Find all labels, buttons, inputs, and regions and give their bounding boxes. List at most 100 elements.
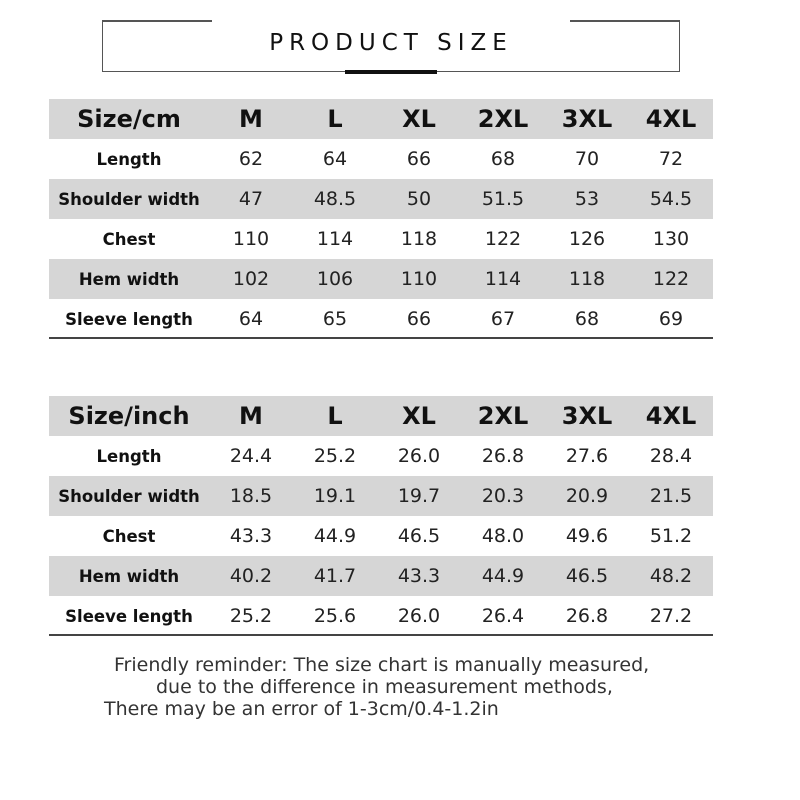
table-row: Length 24.4 25.2 26.0 26.8 27.6 28.4 <box>49 436 713 476</box>
table-cell: 43.3 <box>397 565 441 587</box>
table-cell: 106 <box>316 268 354 290</box>
header-cell: 3XL <box>561 402 613 430</box>
row-label: Chest <box>102 229 156 249</box>
table-cell: 126 <box>568 228 606 250</box>
table-cell: 48.0 <box>481 525 525 547</box>
table-row: Shoulder width 47 48.5 50 51.5 53 54.5 <box>49 179 713 219</box>
reminder-line-1: Friendly reminder: The size chart is man… <box>114 654 650 676</box>
table-cell: 64 <box>322 148 348 170</box>
table-cell: 26.8 <box>481 445 525 467</box>
table-cell: 54.5 <box>649 188 693 210</box>
table-cell: 20.3 <box>481 485 525 507</box>
header-cell: Size/inch <box>68 402 190 430</box>
table-cell: 18.5 <box>229 485 273 507</box>
table-cell: 110 <box>400 268 438 290</box>
table-cell: 70 <box>574 148 600 170</box>
table-cell: 68 <box>574 308 600 330</box>
table-cell: 118 <box>568 268 606 290</box>
table-cell: 48.2 <box>649 565 693 587</box>
table-cell: 19.7 <box>397 485 441 507</box>
row-label: Hem width <box>78 566 180 586</box>
table-cell: 72 <box>658 148 684 170</box>
table-cell: 26.0 <box>397 605 441 627</box>
table-header-row: Size/inch M L XL 2XL 3XL 4XL <box>49 396 713 436</box>
page-title: PRODUCT SIZE <box>269 30 513 56</box>
table-cell: 51.5 <box>481 188 525 210</box>
header-cell: 4XL <box>645 402 697 430</box>
row-label: Sleeve length <box>65 606 193 626</box>
table-cell: 130 <box>652 228 690 250</box>
row-label: Shoulder width <box>58 189 200 209</box>
header-cell: XL <box>402 402 436 430</box>
table-row: Chest 43.3 44.9 46.5 48.0 49.6 51.2 <box>49 516 713 556</box>
table-cell: 66 <box>406 148 432 170</box>
table-cell: 21.5 <box>649 485 693 507</box>
table-cell: 27.6 <box>565 445 609 467</box>
header-cell: 2XL <box>477 105 529 133</box>
table-row: Chest 110 114 118 122 126 130 <box>49 219 713 259</box>
table-cell: 122 <box>652 268 690 290</box>
table-cell: 65 <box>322 308 348 330</box>
table-row: Shoulder width 18.5 19.1 19.7 20.3 20.9 … <box>49 476 713 516</box>
table-cell: 25.6 <box>313 605 357 627</box>
table-cell: 26.0 <box>397 445 441 467</box>
table-bottom-rule <box>49 337 713 339</box>
table-cell: 46.5 <box>565 565 609 587</box>
table-cell: 69 <box>658 308 684 330</box>
table-row: Hem width 40.2 41.7 43.3 44.9 46.5 48.2 <box>49 556 713 596</box>
row-label: Length <box>96 446 162 466</box>
table-header-row: Size/cm M L XL 2XL 3XL 4XL <box>49 99 713 139</box>
table-cell: 114 <box>484 268 522 290</box>
row-label: Sleeve length <box>65 309 193 329</box>
header-cell: 4XL <box>645 105 697 133</box>
size-table-cm: Size/cm M L XL 2XL 3XL 4XL Length 62 64 … <box>49 99 713 339</box>
table-cell: 102 <box>232 268 270 290</box>
table-row: Length 62 64 66 68 70 72 <box>49 139 713 179</box>
title-frame-top-left <box>102 20 212 22</box>
row-label: Hem width <box>78 269 180 289</box>
table-cell: 118 <box>400 228 438 250</box>
table-cell: 44.9 <box>313 525 357 547</box>
table-cell: 51.2 <box>649 525 693 547</box>
size-table-inch: Size/inch M L XL 2XL 3XL 4XL Length 24.4… <box>49 396 713 636</box>
title-frame-top-right <box>570 20 680 22</box>
header-cell: 3XL <box>561 105 613 133</box>
header-cell: XL <box>402 105 436 133</box>
reminder-line-3: There may be an error of 1-3cm/0.4-1.2in <box>104 698 499 720</box>
table-cell: 46.5 <box>397 525 441 547</box>
table-cell: 40.2 <box>229 565 273 587</box>
table-cell: 53 <box>574 188 600 210</box>
table-cell: 44.9 <box>481 565 525 587</box>
table-cell: 114 <box>316 228 354 250</box>
table-cell: 62 <box>238 148 264 170</box>
table-cell: 26.8 <box>565 605 609 627</box>
table-cell: 122 <box>484 228 522 250</box>
header-cell: L <box>327 402 343 430</box>
table-cell: 64 <box>238 308 264 330</box>
table-cell: 47 <box>238 188 264 210</box>
table-cell: 41.7 <box>313 565 357 587</box>
table-cell: 25.2 <box>229 605 273 627</box>
header-cell: 2XL <box>477 402 529 430</box>
row-label: Shoulder width <box>58 486 200 506</box>
table-cell: 50 <box>406 188 432 210</box>
row-label: Length <box>96 149 162 169</box>
row-label: Chest <box>102 526 156 546</box>
table-cell: 66 <box>406 308 432 330</box>
table-cell: 68 <box>490 148 516 170</box>
header-cell: Size/cm <box>77 105 181 133</box>
table-row: Sleeve length 64 65 66 67 68 69 <box>49 299 713 339</box>
table-cell: 19.1 <box>313 485 357 507</box>
table-cell: 49.6 <box>565 525 609 547</box>
table-cell: 43.3 <box>229 525 273 547</box>
table-cell: 48.5 <box>313 188 357 210</box>
header-cell: L <box>327 105 343 133</box>
table-row: Hem width 102 106 110 114 118 122 <box>49 259 713 299</box>
table-cell: 26.4 <box>481 605 525 627</box>
reminder-line-2: due to the difference in measurement met… <box>156 676 613 698</box>
title-underline <box>345 70 437 74</box>
table-bottom-rule <box>49 634 713 636</box>
table-cell: 25.2 <box>313 445 357 467</box>
table-cell: 28.4 <box>649 445 693 467</box>
table-cell: 20.9 <box>565 485 609 507</box>
